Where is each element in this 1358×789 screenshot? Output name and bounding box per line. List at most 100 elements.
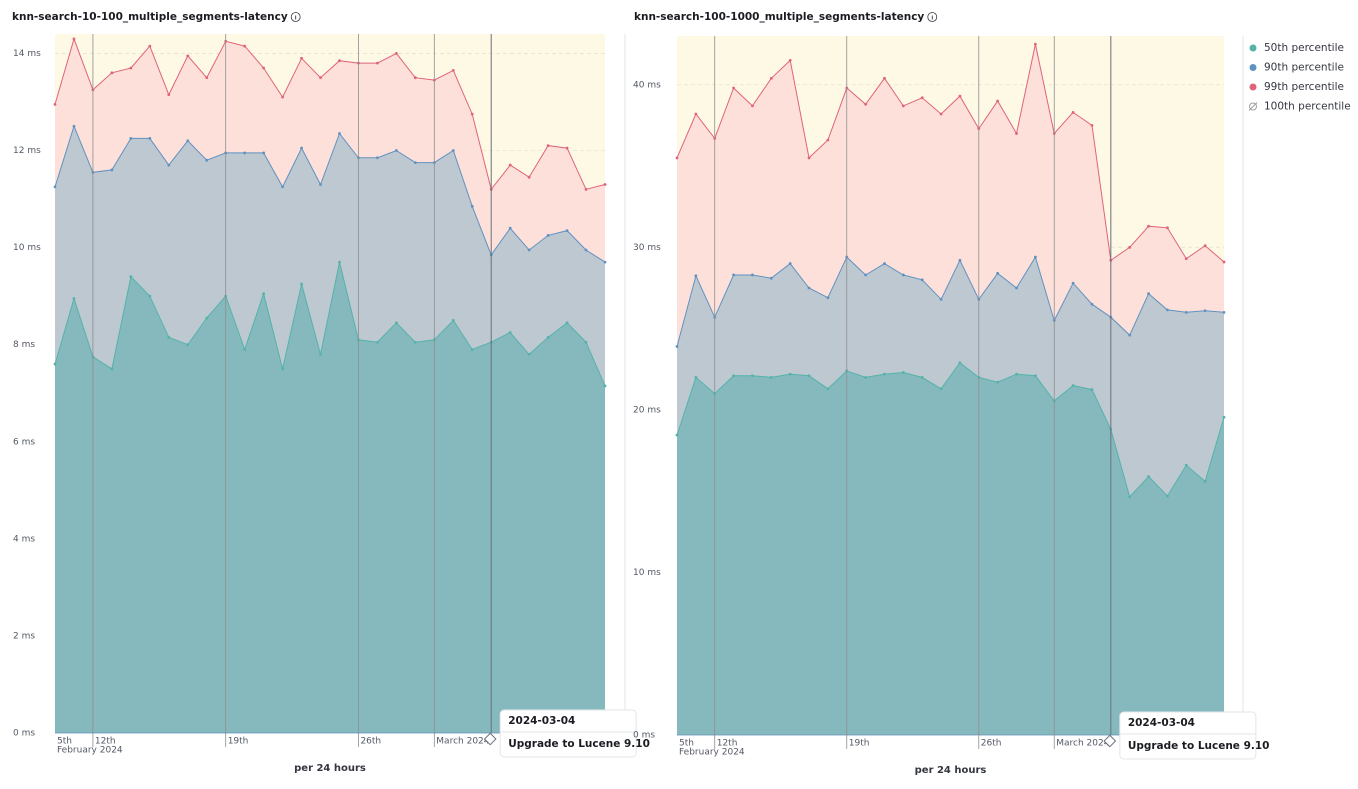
point	[1184, 310, 1188, 314]
point	[53, 102, 57, 106]
legend-label: 100th percentile	[1264, 101, 1351, 113]
point	[300, 56, 303, 60]
point	[769, 375, 773, 379]
point	[958, 258, 962, 262]
x-tick-label: 26th	[981, 739, 1002, 749]
point	[262, 66, 266, 70]
point	[901, 104, 905, 108]
y-tick-label: 10 ms	[13, 243, 41, 253]
point	[319, 183, 322, 186]
point	[732, 374, 735, 378]
x-tick-label: 12th	[717, 739, 738, 749]
point	[675, 433, 679, 437]
point	[807, 156, 811, 160]
y-tick-label: 10 ms	[633, 568, 661, 578]
point	[958, 361, 962, 365]
y-tick-label: 2 ms	[13, 631, 35, 641]
point	[565, 321, 569, 325]
point	[864, 375, 868, 379]
point	[205, 76, 209, 80]
point	[565, 229, 569, 232]
annotation-icon	[1103, 734, 1117, 748]
chart-title: knn-search-10-100_multiple_segments-late…	[12, 11, 288, 23]
point	[167, 93, 171, 97]
point	[508, 331, 512, 334]
area	[55, 262, 605, 733]
x-tick-label: 5th	[679, 739, 694, 749]
point	[470, 348, 474, 351]
point	[751, 104, 754, 108]
point	[1147, 224, 1150, 228]
point	[901, 371, 905, 374]
point	[1203, 480, 1207, 483]
point	[129, 136, 133, 140]
point	[1015, 286, 1018, 290]
point	[186, 139, 190, 143]
area-line	[54, 124, 606, 263]
point	[186, 343, 190, 347]
point	[413, 340, 417, 344]
legend-hidden-icon	[1249, 102, 1257, 111]
point	[694, 375, 698, 379]
annotation-tooltip	[1119, 711, 1257, 760]
point	[129, 275, 133, 279]
point	[243, 348, 247, 351]
point	[788, 372, 792, 376]
point	[1090, 124, 1094, 127]
point	[996, 380, 1000, 384]
area	[677, 362, 1224, 735]
point	[883, 76, 886, 80]
annotation-tooltip	[499, 709, 637, 758]
point	[1090, 388, 1094, 391]
point	[1147, 475, 1150, 478]
point	[864, 273, 868, 277]
point	[826, 387, 830, 391]
point	[1015, 132, 1018, 135]
point	[584, 187, 588, 191]
point	[394, 321, 398, 325]
point	[732, 86, 735, 90]
chart-title: knn-search-100-1000_multiple_segments-la…	[634, 11, 924, 23]
point	[939, 387, 943, 391]
point	[527, 175, 531, 179]
point	[546, 234, 550, 237]
point	[1033, 42, 1037, 46]
point	[205, 158, 209, 162]
x-tick-label: 26th	[360, 737, 381, 747]
x-tick-label: March 2024	[1056, 739, 1109, 749]
legend-label: 99th percentile	[1264, 81, 1344, 93]
point	[1128, 245, 1132, 249]
area-line	[54, 37, 606, 191]
point	[72, 297, 76, 300]
point	[53, 185, 57, 189]
point	[508, 163, 512, 167]
point	[1166, 308, 1169, 312]
area-line	[676, 361, 1225, 498]
point	[883, 262, 886, 265]
point	[148, 294, 152, 298]
point	[148, 136, 152, 140]
point	[53, 362, 57, 366]
point	[807, 286, 811, 290]
point	[584, 340, 588, 344]
point	[262, 151, 266, 155]
point	[451, 149, 455, 152]
point	[527, 248, 531, 252]
point	[319, 352, 322, 356]
point	[939, 112, 943, 116]
legend-marker	[1249, 44, 1257, 52]
y-tick-label: 30 ms	[633, 243, 661, 253]
point	[694, 112, 698, 116]
point	[148, 44, 152, 48]
point	[675, 345, 679, 348]
y-tick-label: 4 ms	[13, 534, 35, 544]
point	[958, 94, 962, 98]
point	[376, 340, 379, 344]
y-tick-label: 0 ms	[633, 731, 655, 741]
point	[732, 273, 735, 277]
point	[546, 144, 550, 148]
point	[1203, 309, 1207, 313]
annotation-date: 2024-03-04	[1128, 717, 1195, 729]
point	[72, 124, 76, 128]
